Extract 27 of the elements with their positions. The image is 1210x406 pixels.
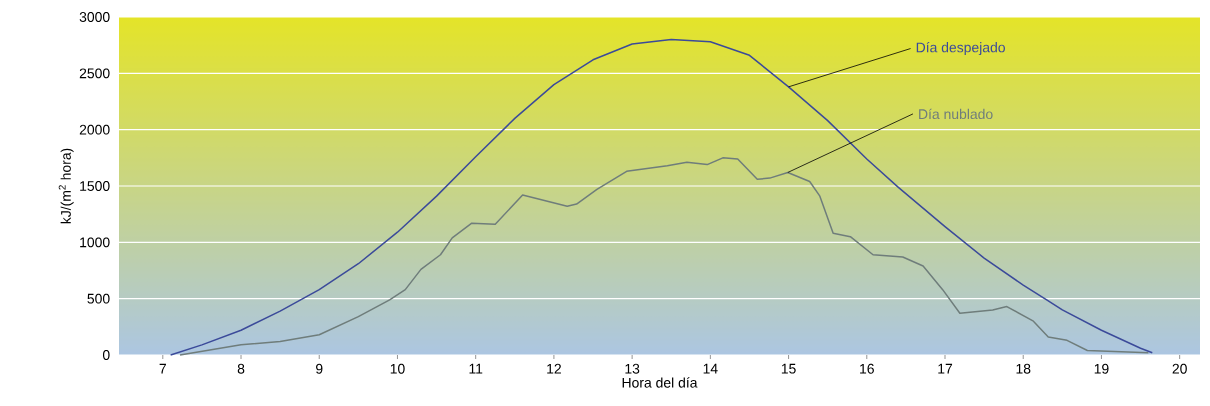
x-tick-label: 8: [237, 363, 245, 374]
y-tick-label: 500: [87, 293, 110, 304]
x-tick-label: 7: [159, 363, 166, 374]
y-tick-label: 2000: [79, 124, 110, 135]
x-tick-label: 14: [703, 363, 718, 374]
y-tick-label: 1500: [80, 181, 110, 191]
x-tick-label: 17: [938, 363, 953, 374]
line-series: [179, 157, 1150, 356]
x-tick-label: 11: [469, 363, 483, 374]
line-series: [169, 38, 1154, 356]
x-tick-label: 9: [316, 363, 323, 374]
y-tick-label: 2500: [79, 68, 110, 79]
x-tick-label: 20: [1172, 363, 1187, 374]
x-tick-label: 16: [860, 363, 874, 374]
x-tick-label: 18: [1016, 363, 1031, 374]
x-tick-label: 15: [781, 363, 796, 374]
y-tick-label: 3000: [79, 12, 110, 22]
x-tick-label: 12: [547, 363, 561, 374]
text: Día despejado: [916, 41, 1005, 56]
x-axis-title: Hora del día: [622, 377, 698, 388]
text: Día nublado: [919, 108, 993, 120]
y-tick-label: 0: [102, 350, 110, 360]
x-tick-label: 13: [625, 363, 640, 374]
x-tick-label: 10: [390, 363, 405, 374]
x-tick-label: 19: [1094, 363, 1109, 374]
y-tick-label: 1000: [80, 237, 110, 248]
y-axis-title: kJ/(m$^{2}$ hora): [58, 148, 74, 224]
